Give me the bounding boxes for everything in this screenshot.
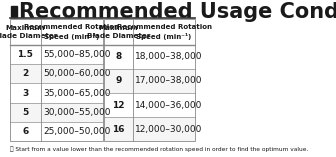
Text: 9: 9 — [115, 76, 121, 85]
Bar — [10, 122, 102, 141]
Bar — [10, 83, 102, 103]
Text: 17,000–38,000: 17,000–38,000 — [135, 76, 203, 85]
Text: Maximum
Blade Diameter: Maximum Blade Diameter — [87, 25, 150, 39]
Text: 6: 6 — [22, 127, 29, 136]
Text: Recommended Usage Conditions: Recommended Usage Conditions — [19, 2, 336, 22]
Bar — [11, 6, 17, 17]
Bar — [104, 19, 195, 141]
Text: 3: 3 — [22, 89, 29, 97]
Text: 25,000–50,000: 25,000–50,000 — [43, 127, 110, 136]
Text: 1.5: 1.5 — [17, 50, 33, 59]
Bar — [104, 45, 195, 69]
Text: 18,000–38,000: 18,000–38,000 — [135, 52, 203, 61]
Bar — [10, 103, 102, 122]
Text: Recommended Rotation
Speed (min⁻¹): Recommended Rotation Speed (min⁻¹) — [117, 24, 212, 40]
Bar — [104, 69, 195, 93]
Text: 8: 8 — [115, 52, 121, 61]
Text: Recommended Rotation
Speed (min⁻¹): Recommended Rotation Speed (min⁻¹) — [24, 24, 119, 40]
Text: 50,000–60,000: 50,000–60,000 — [43, 69, 111, 78]
Bar — [10, 45, 102, 64]
Text: 55,000–85,000: 55,000–85,000 — [43, 50, 111, 59]
Text: 5: 5 — [22, 108, 29, 117]
Bar — [10, 19, 102, 141]
Text: 35,000–65,000: 35,000–65,000 — [43, 89, 111, 97]
Text: Ⓢ Start from a value lower than the recommended rotation speed in order to find : Ⓢ Start from a value lower than the reco… — [10, 146, 308, 152]
Text: 2: 2 — [22, 69, 29, 78]
Bar — [10, 19, 102, 45]
Bar — [104, 93, 195, 117]
Text: 12: 12 — [112, 101, 125, 110]
Text: 12,000–30,000: 12,000–30,000 — [135, 125, 202, 134]
Text: 16: 16 — [112, 125, 125, 134]
Bar — [10, 64, 102, 83]
Bar — [104, 19, 195, 45]
Bar — [104, 117, 195, 141]
Text: Maximum
Blade Diameter: Maximum Blade Diameter — [0, 25, 57, 39]
Text: 30,000–55,000: 30,000–55,000 — [43, 108, 111, 117]
Text: 14,000–36,000: 14,000–36,000 — [135, 101, 202, 110]
